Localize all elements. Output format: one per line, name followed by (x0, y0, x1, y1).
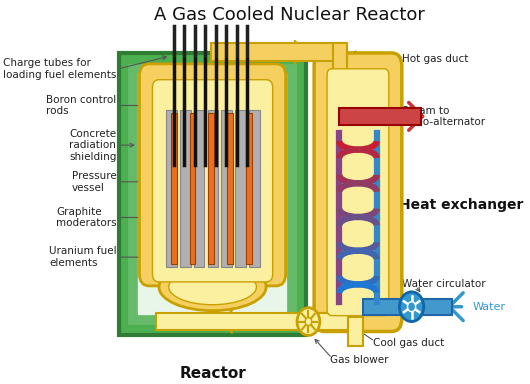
Text: Water circulator: Water circulator (402, 279, 485, 289)
Bar (246, 113, 252, 264)
Bar (208, 111, 218, 267)
Text: Steam to
turbo-alternator: Steam to turbo-alternator (402, 106, 486, 127)
Bar (249, 111, 260, 267)
Bar (194, 111, 205, 267)
Bar (166, 111, 177, 267)
Text: Heat exchanger: Heat exchanger (400, 198, 524, 212)
Text: Pressure
vessel: Pressure vessel (72, 171, 117, 193)
Bar (348, 317, 363, 346)
Text: Hot gas duct: Hot gas duct (402, 54, 468, 64)
Text: Concrete
radiation
shielding: Concrete radiation shielding (69, 129, 117, 162)
Text: Gas blower: Gas blower (330, 355, 389, 365)
FancyBboxPatch shape (153, 80, 272, 282)
Bar (119, 53, 306, 336)
Bar (227, 113, 233, 264)
Ellipse shape (305, 318, 312, 326)
Bar (363, 299, 452, 314)
Bar (156, 313, 359, 331)
Text: A Gas Cooled Nuclear Reactor: A Gas Cooled Nuclear Reactor (154, 6, 425, 24)
Text: Reactor: Reactor (179, 366, 246, 381)
Ellipse shape (297, 308, 320, 336)
Ellipse shape (408, 302, 416, 312)
Text: Uranium fuel
elements: Uranium fuel elements (49, 247, 117, 268)
Bar (339, 108, 420, 125)
Ellipse shape (169, 269, 257, 305)
Bar (211, 43, 347, 61)
FancyBboxPatch shape (327, 69, 389, 316)
Text: Water: Water (472, 302, 506, 312)
Bar (333, 43, 347, 182)
Bar (171, 113, 177, 264)
Text: Graphite
moderators: Graphite moderators (56, 207, 117, 228)
Text: Charge tubes for
loading fuel elements: Charge tubes for loading fuel elements (3, 58, 117, 79)
Text: Cool gas duct: Cool gas duct (374, 338, 445, 348)
Ellipse shape (159, 263, 266, 311)
Bar (222, 111, 232, 267)
Bar (235, 111, 246, 267)
FancyBboxPatch shape (314, 53, 402, 331)
Ellipse shape (400, 292, 424, 321)
Text: Boron control
rods: Boron control rods (47, 95, 117, 116)
Bar (190, 113, 196, 264)
FancyBboxPatch shape (139, 64, 286, 286)
Bar (133, 69, 292, 319)
Bar (208, 113, 214, 264)
Bar (133, 69, 292, 319)
Bar (180, 111, 191, 267)
